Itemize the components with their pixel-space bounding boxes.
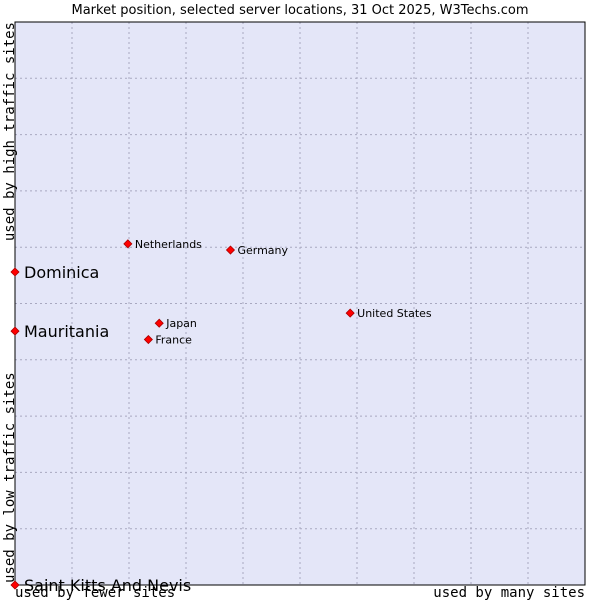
point-label-germany: Germany [237, 244, 288, 257]
data-points: Netherlands Germany United States Japan Fran… [10, 238, 432, 595]
point-marker-saint-kitts-and-nevis [10, 580, 20, 590]
point-marker-japan [154, 318, 164, 328]
plot-frame [14, 21, 586, 586]
point-label-dominica: Dominica [24, 263, 99, 282]
point-label-japan: Japan [165, 317, 197, 330]
point-marker-germany [225, 245, 236, 255]
point-marker-mauritania [10, 326, 20, 336]
point-label-netherlands: Netherlands [135, 238, 202, 251]
point-marker-netherlands [123, 239, 133, 249]
y-axis-label-bottom: used by low traffic sites [2, 372, 18, 583]
gridlines [15, 22, 585, 585]
point-marker-united-states [345, 308, 355, 318]
chart-title: Market position, selected server locatio… [71, 3, 528, 18]
point-label-france: France [155, 334, 192, 347]
point-label-saint-kitts-and-nevis: Saint Kitts And Nevis [24, 576, 191, 595]
x-axis-label-right: used by many sites [433, 585, 585, 600]
point-marker-dominica [10, 267, 20, 277]
point-label-united-states: United States [357, 307, 432, 320]
y-axis-label-top: used by high traffic sites [2, 22, 18, 241]
x-axis-label-left: used by fewer sites [15, 585, 175, 600]
point-label-mauritania: Mauritania [24, 322, 109, 341]
point-marker-france [143, 334, 153, 345]
